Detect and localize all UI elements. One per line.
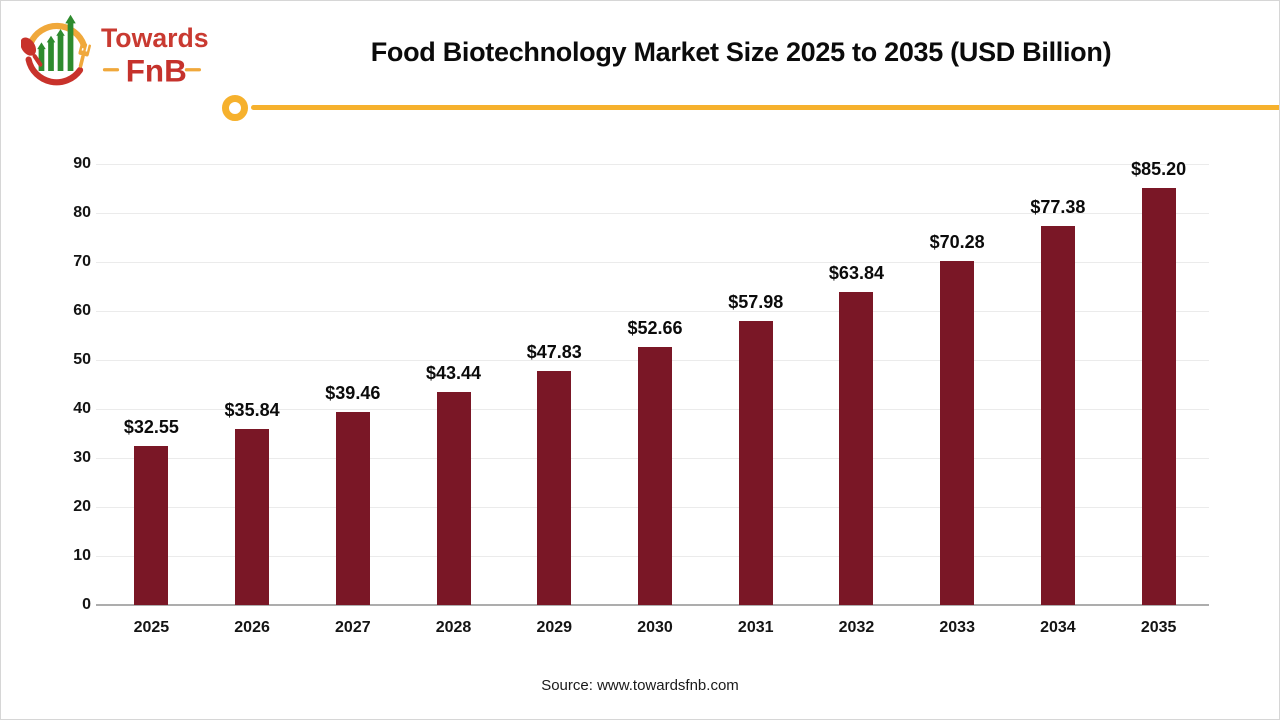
- y-axis-tick-label: 40: [73, 400, 91, 417]
- y-axis-tick-label: 60: [73, 302, 91, 319]
- x-axis-tick-label: 2031: [737, 619, 774, 636]
- y-axis-tick-label: 20: [73, 498, 91, 515]
- divider-line: [251, 105, 1279, 110]
- logo-dash-right: [184, 68, 201, 72]
- x-axis-tick-label: 2032: [838, 619, 875, 636]
- bar-2030: [638, 346, 672, 605]
- x-axis-tick-label: 2030: [637, 619, 673, 636]
- logo-brand-bottom: FnB: [126, 53, 187, 88]
- bar-value-label: $77.38: [1030, 196, 1086, 217]
- divider-ring-icon: [222, 95, 248, 121]
- bar-value-label: $57.98: [728, 291, 784, 312]
- bar-value-label: $70.28: [929, 231, 985, 252]
- bar-2029: [537, 370, 572, 605]
- y-axis-tick-label: 90: [73, 155, 91, 172]
- bar-2033: [940, 260, 975, 605]
- bar-2035: [1141, 187, 1176, 605]
- bar-2026: [235, 429, 270, 605]
- bar-value-label: $43.44: [426, 363, 482, 384]
- bar-2032: [839, 292, 874, 605]
- bar-2028: [436, 392, 471, 605]
- bar-value-label: $47.83: [526, 341, 582, 362]
- gridline: [96, 262, 1209, 263]
- bar-2034: [1040, 225, 1075, 605]
- plot-area: 0 10 20 30 40 50 60 70 80 90 $32.55 2025 $35.84 2026 $…: [73, 155, 1209, 636]
- bar-2027: [335, 411, 370, 605]
- x-axis-line: [96, 604, 1209, 606]
- gridline: [96, 164, 1209, 165]
- bar-value-label: $32.55: [123, 416, 179, 437]
- x-axis-tick-label: 2034: [1040, 619, 1076, 636]
- bar-value-label: $39.46: [325, 382, 381, 403]
- source-note: Source: www.towardsfnb.com: [541, 677, 739, 694]
- y-axis-tick-label: 10: [73, 547, 91, 564]
- y-axis-tick-label: 70: [73, 253, 91, 270]
- y-axis-tick-label: 0: [82, 596, 91, 613]
- x-axis-tick-label: 2028: [435, 619, 472, 636]
- chart-title: Food Biotechnology Market Size 2025 to 2…: [370, 37, 1112, 67]
- bar-2031: [738, 320, 773, 605]
- towards-fnb-logo: Towards FnB: [21, 14, 209, 88]
- x-axis-tick-label: 2035: [1140, 619, 1177, 636]
- x-axis-tick-label: 2027: [335, 619, 371, 636]
- x-axis-tick-label: 2026: [234, 619, 270, 636]
- logo-emblem-icon: [21, 14, 91, 86]
- bar-value-label: $63.84: [828, 263, 884, 284]
- bar-value-label: $52.66: [627, 317, 683, 338]
- bar-2025: [134, 445, 169, 605]
- bar-value-label: $85.20: [1131, 158, 1187, 179]
- gridline: [96, 213, 1209, 214]
- bar-value-label: $35.84: [224, 400, 280, 421]
- logo-dash-left: [102, 68, 120, 72]
- x-axis-tick-label: 2025: [133, 619, 170, 636]
- x-axis-tick-label: 2033: [939, 619, 975, 636]
- logo-brand-top: Towards: [101, 23, 209, 53]
- gridline: [96, 311, 1209, 312]
- y-axis-tick-label: 80: [73, 204, 91, 221]
- x-axis-tick-label: 2029: [536, 619, 573, 636]
- y-axis-tick-label: 50: [73, 351, 91, 368]
- y-axis-tick-label: 30: [73, 449, 91, 466]
